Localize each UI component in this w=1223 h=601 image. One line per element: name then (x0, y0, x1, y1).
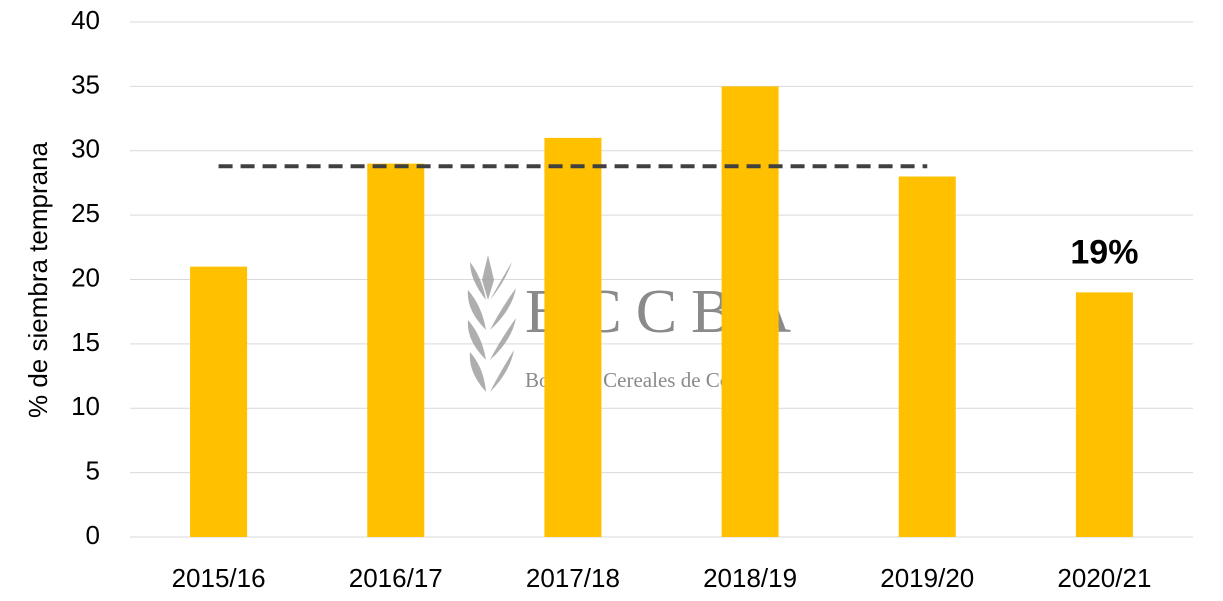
bar (898, 176, 956, 537)
x-tick-label: 2017/18 (526, 563, 620, 593)
x-tick-label: 2015/16 (172, 563, 266, 593)
y-tick-label: 5 (86, 456, 100, 486)
y-tick-label: 15 (71, 327, 100, 357)
x-tick-label: 2019/20 (880, 563, 974, 593)
y-axis-label: % de siembra temprana (23, 141, 53, 418)
x-tick-label: 2016/17 (349, 563, 443, 593)
y-tick-label: 10 (71, 391, 100, 421)
y-tick-label: 25 (71, 198, 100, 228)
y-tick-label: 0 (86, 520, 100, 550)
y-tick-label: 30 (71, 134, 100, 164)
x-tick-label: 2018/19 (703, 563, 797, 593)
y-tick-label: 35 (71, 69, 100, 99)
bar (544, 137, 602, 537)
data-label: 19% (1070, 233, 1138, 271)
x-tick-label: 2020/21 (1057, 563, 1151, 593)
bar (1075, 292, 1133, 537)
y-tick-label: 40 (71, 5, 100, 35)
watermark-icon (467, 255, 516, 392)
bar (721, 86, 779, 537)
y-tick-label: 20 (71, 262, 100, 292)
bar (367, 163, 425, 537)
bar (190, 266, 248, 537)
